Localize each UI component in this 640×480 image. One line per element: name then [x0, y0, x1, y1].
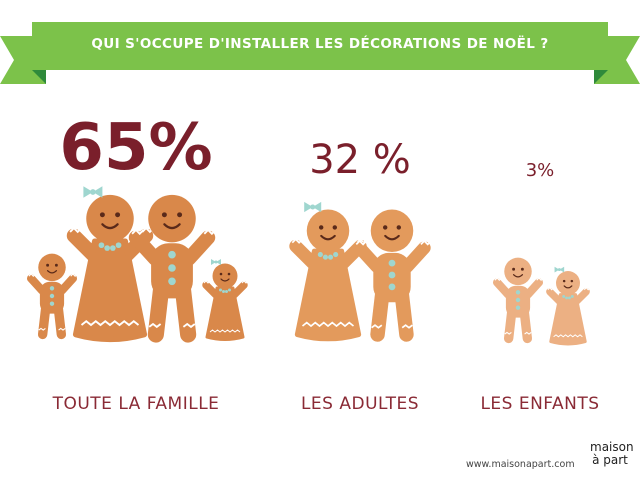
- gingerbread-man-icon: [356, 210, 431, 335]
- chart-title: QUI S'OCCUPE D'INSTALLER LES DÉCORATIONS…: [91, 36, 549, 52]
- value-label-toute-la-famille: 65%: [59, 111, 213, 185]
- gingerbread-girl-icon: [548, 267, 590, 344]
- group-les-enfants: [495, 258, 590, 344]
- banner-fold-right: [594, 70, 608, 84]
- category-label-toute-la-famille: TOUTE LA FAMILLE: [52, 394, 220, 414]
- group-toute-la-famille: [29, 186, 248, 339]
- gingerbread-man-icon: [132, 195, 216, 335]
- banner-fold-left: [32, 70, 46, 84]
- group-les-adultes: [292, 202, 431, 339]
- brand-logo-bottom: à part: [592, 453, 628, 467]
- category-label-les-enfants: LES ENFANTS: [480, 394, 600, 414]
- gingerbread-boy-icon: [495, 258, 543, 339]
- brand-logo-top: maison: [590, 440, 634, 454]
- gingerbread-woman-icon: [70, 186, 154, 339]
- gingerbread-child-icon: [29, 254, 77, 335]
- title-banner: [0, 22, 640, 84]
- value-label-les-enfants: 3%: [525, 160, 555, 181]
- category-label-les-adultes: LES ADULTES: [300, 394, 420, 414]
- gingerbread-woman-icon: [292, 202, 367, 339]
- brand-logo: maison à part: [590, 440, 634, 467]
- banner-main: [32, 22, 608, 70]
- value-label-les-adultes: 32 %: [309, 137, 411, 183]
- footer-url: www.maisonapart.com: [466, 459, 575, 470]
- gingerbread-girl-icon: [204, 259, 248, 340]
